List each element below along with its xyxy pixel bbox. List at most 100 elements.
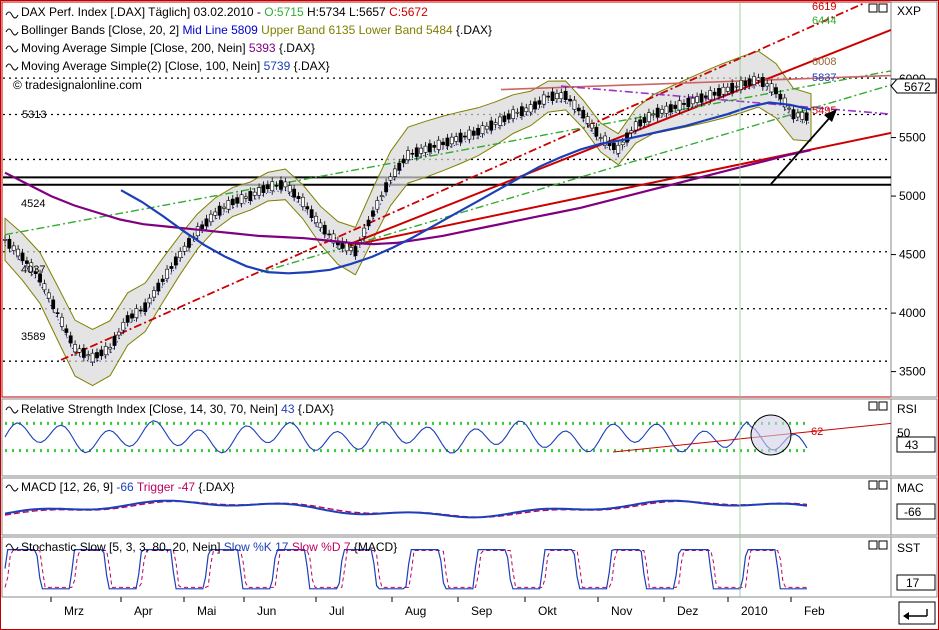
candle-body [371, 210, 375, 217]
candle-body [585, 116, 590, 124]
header-ma100-prefix: Moving Average Simple(2) [Close, 100, Ne… [21, 59, 264, 73]
candle-body [476, 127, 480, 136]
candle-body [33, 271, 38, 274]
candle-body [261, 185, 266, 193]
candle-body [774, 87, 778, 95]
candle-body [620, 141, 625, 146]
x-tick-label: Mai [197, 604, 216, 618]
candle-body [287, 185, 292, 193]
stoch-panel-window-buttons[interactable] [868, 540, 888, 550]
candle-body [563, 90, 568, 100]
close-icon[interactable] [878, 540, 888, 550]
close-icon[interactable] [878, 3, 888, 13]
candle-body [616, 144, 621, 154]
x-axis: Mrz Apr Mai Jun Jul Aug Sep Okt Nov Dez 2010 Feb [50, 597, 825, 618]
candle-body [68, 335, 73, 344]
candle-body [502, 115, 507, 123]
candle-body [782, 97, 787, 108]
candle-body [392, 168, 397, 177]
trend-arrow [770, 109, 837, 185]
candle-body [401, 158, 406, 164]
svg-text:DAX Perf. Index [.DAX] Täglic: DAX Perf. Index [.DAX] Täglich] 03.02.20… [21, 5, 428, 19]
candle-body [379, 195, 384, 197]
stoch-plot [4, 549, 807, 590]
rsi-panel-window-buttons[interactable] [868, 401, 888, 411]
candle-body [568, 98, 572, 102]
candle-body [576, 107, 581, 112]
candle-body [458, 132, 463, 143]
candle-body [274, 184, 279, 187]
candle-body [725, 86, 730, 92]
candle-body [638, 119, 643, 127]
candle-body [178, 251, 183, 259]
candle-body [375, 200, 380, 210]
candle-body [16, 248, 21, 257]
candle-body [397, 162, 402, 171]
candle-body [721, 86, 726, 95]
candle-body [541, 94, 546, 105]
candle-body [156, 282, 161, 292]
candle-body [25, 260, 29, 264]
x-tick-label: Sep [471, 604, 493, 618]
header-close: C:5672 [389, 5, 428, 19]
close-icon[interactable] [878, 401, 888, 411]
legend-ma100: Moving Average Simple(2) [Close, 100, Ne… [5, 59, 330, 73]
candle-body [222, 206, 226, 209]
svg-text:Relative Strength Index [Close: Relative Strength Index [Close, 14, 30, … [21, 402, 334, 416]
candle-body [756, 77, 761, 81]
series-icon [5, 543, 19, 551]
candle-body [603, 135, 608, 146]
watermark: © tradesignalonline.com [13, 78, 142, 92]
minimize-icon[interactable] [868, 401, 878, 411]
stoch-header-d: Slow %D 7 [292, 540, 351, 554]
candle-body [449, 136, 454, 145]
candle-body [248, 191, 253, 202]
stoch-header-k: Slow %K 17 [224, 540, 289, 554]
candle-body [519, 106, 524, 117]
header-ma100-val: 5739 [264, 59, 291, 73]
candle-body [200, 224, 205, 230]
x-tick-label: Aug [405, 604, 426, 618]
candle-body [349, 247, 353, 251]
level-label-5313: 5313 [22, 109, 46, 121]
minimize-icon[interactable] [868, 480, 878, 490]
candle-body [769, 83, 774, 93]
candle-body [406, 150, 410, 161]
minimize-icon[interactable] [868, 3, 878, 13]
candle-body [642, 117, 647, 123]
candle-body [533, 101, 537, 110]
rsi-panel [1, 398, 892, 477]
candle-body [739, 80, 743, 90]
candle-body [524, 107, 529, 112]
candle-body [38, 273, 42, 283]
header-bb-lower: Lower Band 5484 [359, 23, 453, 37]
candle-body [77, 348, 82, 353]
candle-body [625, 132, 629, 143]
last-price-value: 5672 [904, 80, 931, 94]
stoch-header-prefix: Stochastic Slow [5, 3, 3, 80, 20, Nein] [21, 540, 224, 554]
minimize-icon[interactable] [868, 540, 878, 550]
trendline-green-lower [260, 84, 891, 273]
candle-body [125, 315, 130, 323]
level-label-6444: 6444 [812, 15, 836, 27]
candle-body [712, 91, 717, 96]
close-icon[interactable] [878, 480, 888, 490]
y-tick-label: 3500 [899, 365, 926, 379]
candle-body [239, 194, 244, 204]
candle-body [279, 180, 283, 190]
svg-text:Bollinger Bands [Close, 20, 2]: Bollinger Bands [Close, 20, 2] Mid Line … [21, 23, 492, 37]
candle-body [730, 82, 735, 93]
candle-body [173, 256, 178, 266]
stoch-last-value: 17 [906, 576, 920, 590]
macd-header-suffix: {.DAX} [195, 480, 234, 494]
candle-body [633, 121, 638, 131]
candle-body [463, 135, 467, 138]
candle-body [388, 176, 393, 181]
candle-body [493, 122, 498, 125]
stoch-k-line [4, 549, 807, 590]
macd-panel-window-buttons[interactable] [868, 480, 888, 490]
scroll-end-icon[interactable] [898, 601, 936, 625]
y-tick-label: 4500 [899, 248, 926, 262]
candle-body [651, 113, 656, 116]
price-panel-window-buttons[interactable] [868, 3, 888, 13]
